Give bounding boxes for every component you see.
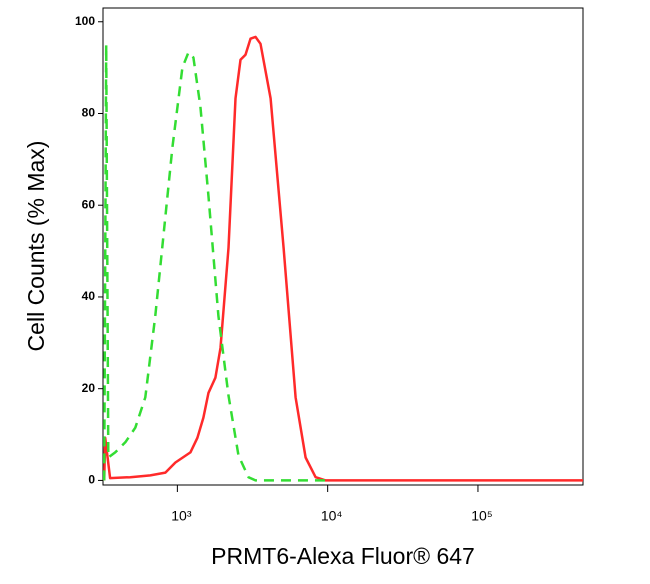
y-axis-label: Cell Counts (% Max) [23,141,49,352]
y-tick-label: 40 [82,289,96,303]
y-tick-label: 60 [82,197,96,211]
y-tick-label: 20 [82,381,96,395]
x-tick-label: 10⁵ [471,508,492,524]
series-line [102,43,328,482]
x-axis-label: PRMT6-Alexa Fluor® 647 [211,543,475,569]
x-tick-label: 10⁴ [321,508,343,524]
y-tick-label: 80 [82,106,96,120]
x-tick-label: 10³ [171,508,192,524]
series-line [102,35,583,482]
y-tick-label: 0 [88,473,95,487]
plot-frame [102,7,584,486]
y-tick-label: 100 [75,14,95,28]
